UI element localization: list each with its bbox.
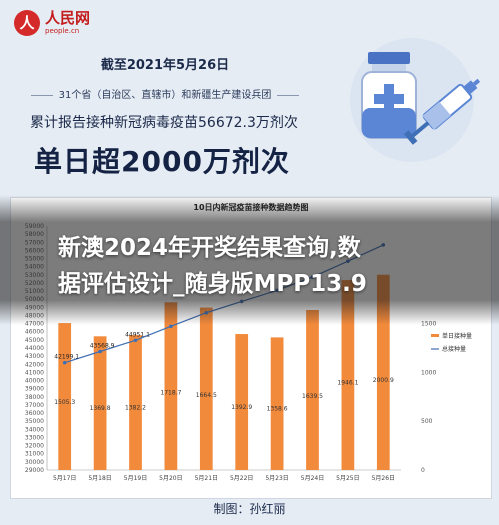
date-line: 截至2021年5月26日 [100, 58, 230, 73]
bar-3 [129, 335, 142, 470]
right-tick-label: 500 [421, 418, 433, 425]
left-tick-label: 59000 [25, 223, 44, 230]
left-tick-label: 48000 [25, 312, 44, 319]
right-tick-label: 1000 [421, 369, 436, 376]
left-tick-label: 53000 [25, 272, 44, 279]
x-tick-label: 5月23日 [265, 475, 288, 482]
line-point-10 [381, 243, 386, 247]
legend-label-bar: 单日接种量 [442, 332, 472, 340]
x-tick-label: 5月20日 [159, 475, 182, 482]
line-point-6 [239, 299, 244, 304]
overlay-line-1: 新澳2024年开奖结果查询,数 [58, 235, 361, 261]
legend-label-line: 总接种量 [442, 345, 466, 353]
line-point-2 [98, 349, 102, 354]
line-point-1 [62, 360, 67, 365]
bar-value-label: 1718.7 [160, 390, 181, 397]
x-tick-label: 5月26日 [372, 475, 395, 482]
bar-value-label: 1358.6 [267, 405, 288, 412]
left-tick-label: 56000 [25, 247, 44, 254]
bar-10 [376, 274, 390, 470]
line-value-label: 43568.9 [90, 343, 115, 350]
legend-swatch-bar [431, 334, 439, 337]
headline: 单日超2000万剂次 [34, 145, 290, 178]
vaccine-illustration [350, 38, 481, 162]
scope-line-text: 31个省（自治区、直辖市）和新疆生产建设兵团 [58, 90, 272, 101]
left-tick-label: 57000 [25, 239, 44, 246]
bar-1 [58, 323, 72, 470]
x-tick-label: 5月22日 [230, 475, 253, 482]
line-point-5 [204, 310, 209, 315]
bar-5 [199, 307, 213, 470]
x-tick-label: 5月19日 [124, 475, 147, 482]
bar-value-label: 2000.9 [373, 377, 394, 384]
line-value-label: 42199.1 [54, 354, 79, 361]
bar-6 [235, 334, 249, 470]
left-tick-label: 34000 [25, 426, 44, 433]
left-tick-label: 29000 [25, 467, 44, 474]
bar-value-label: 1392.9 [231, 404, 252, 411]
bar-value-label: 1664.5 [196, 392, 217, 399]
line-point-3 [133, 338, 138, 343]
x-tick-label: 5月18日 [88, 475, 111, 482]
x-tick-label: 5月17日 [53, 475, 76, 482]
left-tick-label: 42000 [25, 361, 44, 368]
logo-text: 人民网 people.cn [45, 10, 90, 36]
left-tick-label: 30000 [25, 459, 44, 466]
left-tick-label: 44000 [25, 345, 44, 352]
left-tick-label: 52000 [25, 280, 44, 287]
left-tick-label: 49000 [25, 304, 44, 311]
logo-en: people.cn [45, 27, 80, 35]
bar-9 [341, 280, 355, 470]
bar-value-label: 1946.1 [337, 380, 358, 387]
left-tick-label: 35000 [25, 418, 44, 425]
credit-line: 制图：孙红丽 [213, 502, 286, 516]
left-tick-label: 55000 [25, 256, 44, 263]
left-tick-label: 33000 [25, 434, 44, 441]
x-tick-label: 5月25日 [336, 475, 359, 482]
people-cn-logo: 人 人民网 people.cn [14, 10, 90, 36]
bar-value-label: 1382.2 [125, 404, 146, 411]
left-tick-label: 43000 [25, 353, 44, 360]
left-tick-label: 58000 [25, 231, 44, 238]
left-tick-label: 40000 [25, 378, 44, 385]
left-tick-label: 47000 [25, 321, 44, 328]
logo-cn: 人民网 [45, 9, 91, 27]
overlay-line-2: 据评估设计_随身版MPP13.9 [58, 271, 367, 297]
bar-value-label: 1505.3 [54, 399, 75, 406]
left-tick-label: 37000 [25, 402, 44, 409]
left-tick-label: 31000 [25, 451, 44, 458]
left-tick-label: 50000 [25, 296, 44, 303]
left-tick-label: 38000 [25, 394, 44, 401]
left-tick-label: 41000 [25, 369, 44, 376]
line-value-label: 44951.1 [125, 331, 150, 338]
bar-8 [306, 309, 319, 470]
bar-2 [93, 336, 107, 470]
x-tick-label: 5月24日 [301, 475, 324, 482]
right-tick-label: 1500 [421, 321, 436, 328]
left-tick-label: 32000 [25, 443, 44, 450]
left-tick-label: 51000 [25, 288, 44, 295]
left-tick-label: 36000 [25, 410, 44, 417]
x-tick-label: 5月21日 [195, 475, 218, 482]
scope-line: 31个省（自治区、直辖市）和新疆生产建设兵团 [0, 86, 330, 101]
left-tick-label: 46000 [25, 329, 44, 336]
bar-7 [270, 337, 284, 470]
bar-value-label: 1639.5 [302, 393, 323, 400]
logo-mark: 人 [14, 10, 40, 36]
left-tick-label: 39000 [25, 386, 44, 393]
right-tick-label: 0 [421, 467, 425, 474]
line-point-4 [169, 324, 173, 329]
left-tick-label: 54000 [25, 264, 44, 271]
left-tick-label: 45000 [25, 337, 44, 344]
total-line: 累计报告接种新冠病毒疫苗56672.3万剂次 [30, 115, 298, 131]
bar-value-label: 1369.8 [90, 405, 111, 412]
